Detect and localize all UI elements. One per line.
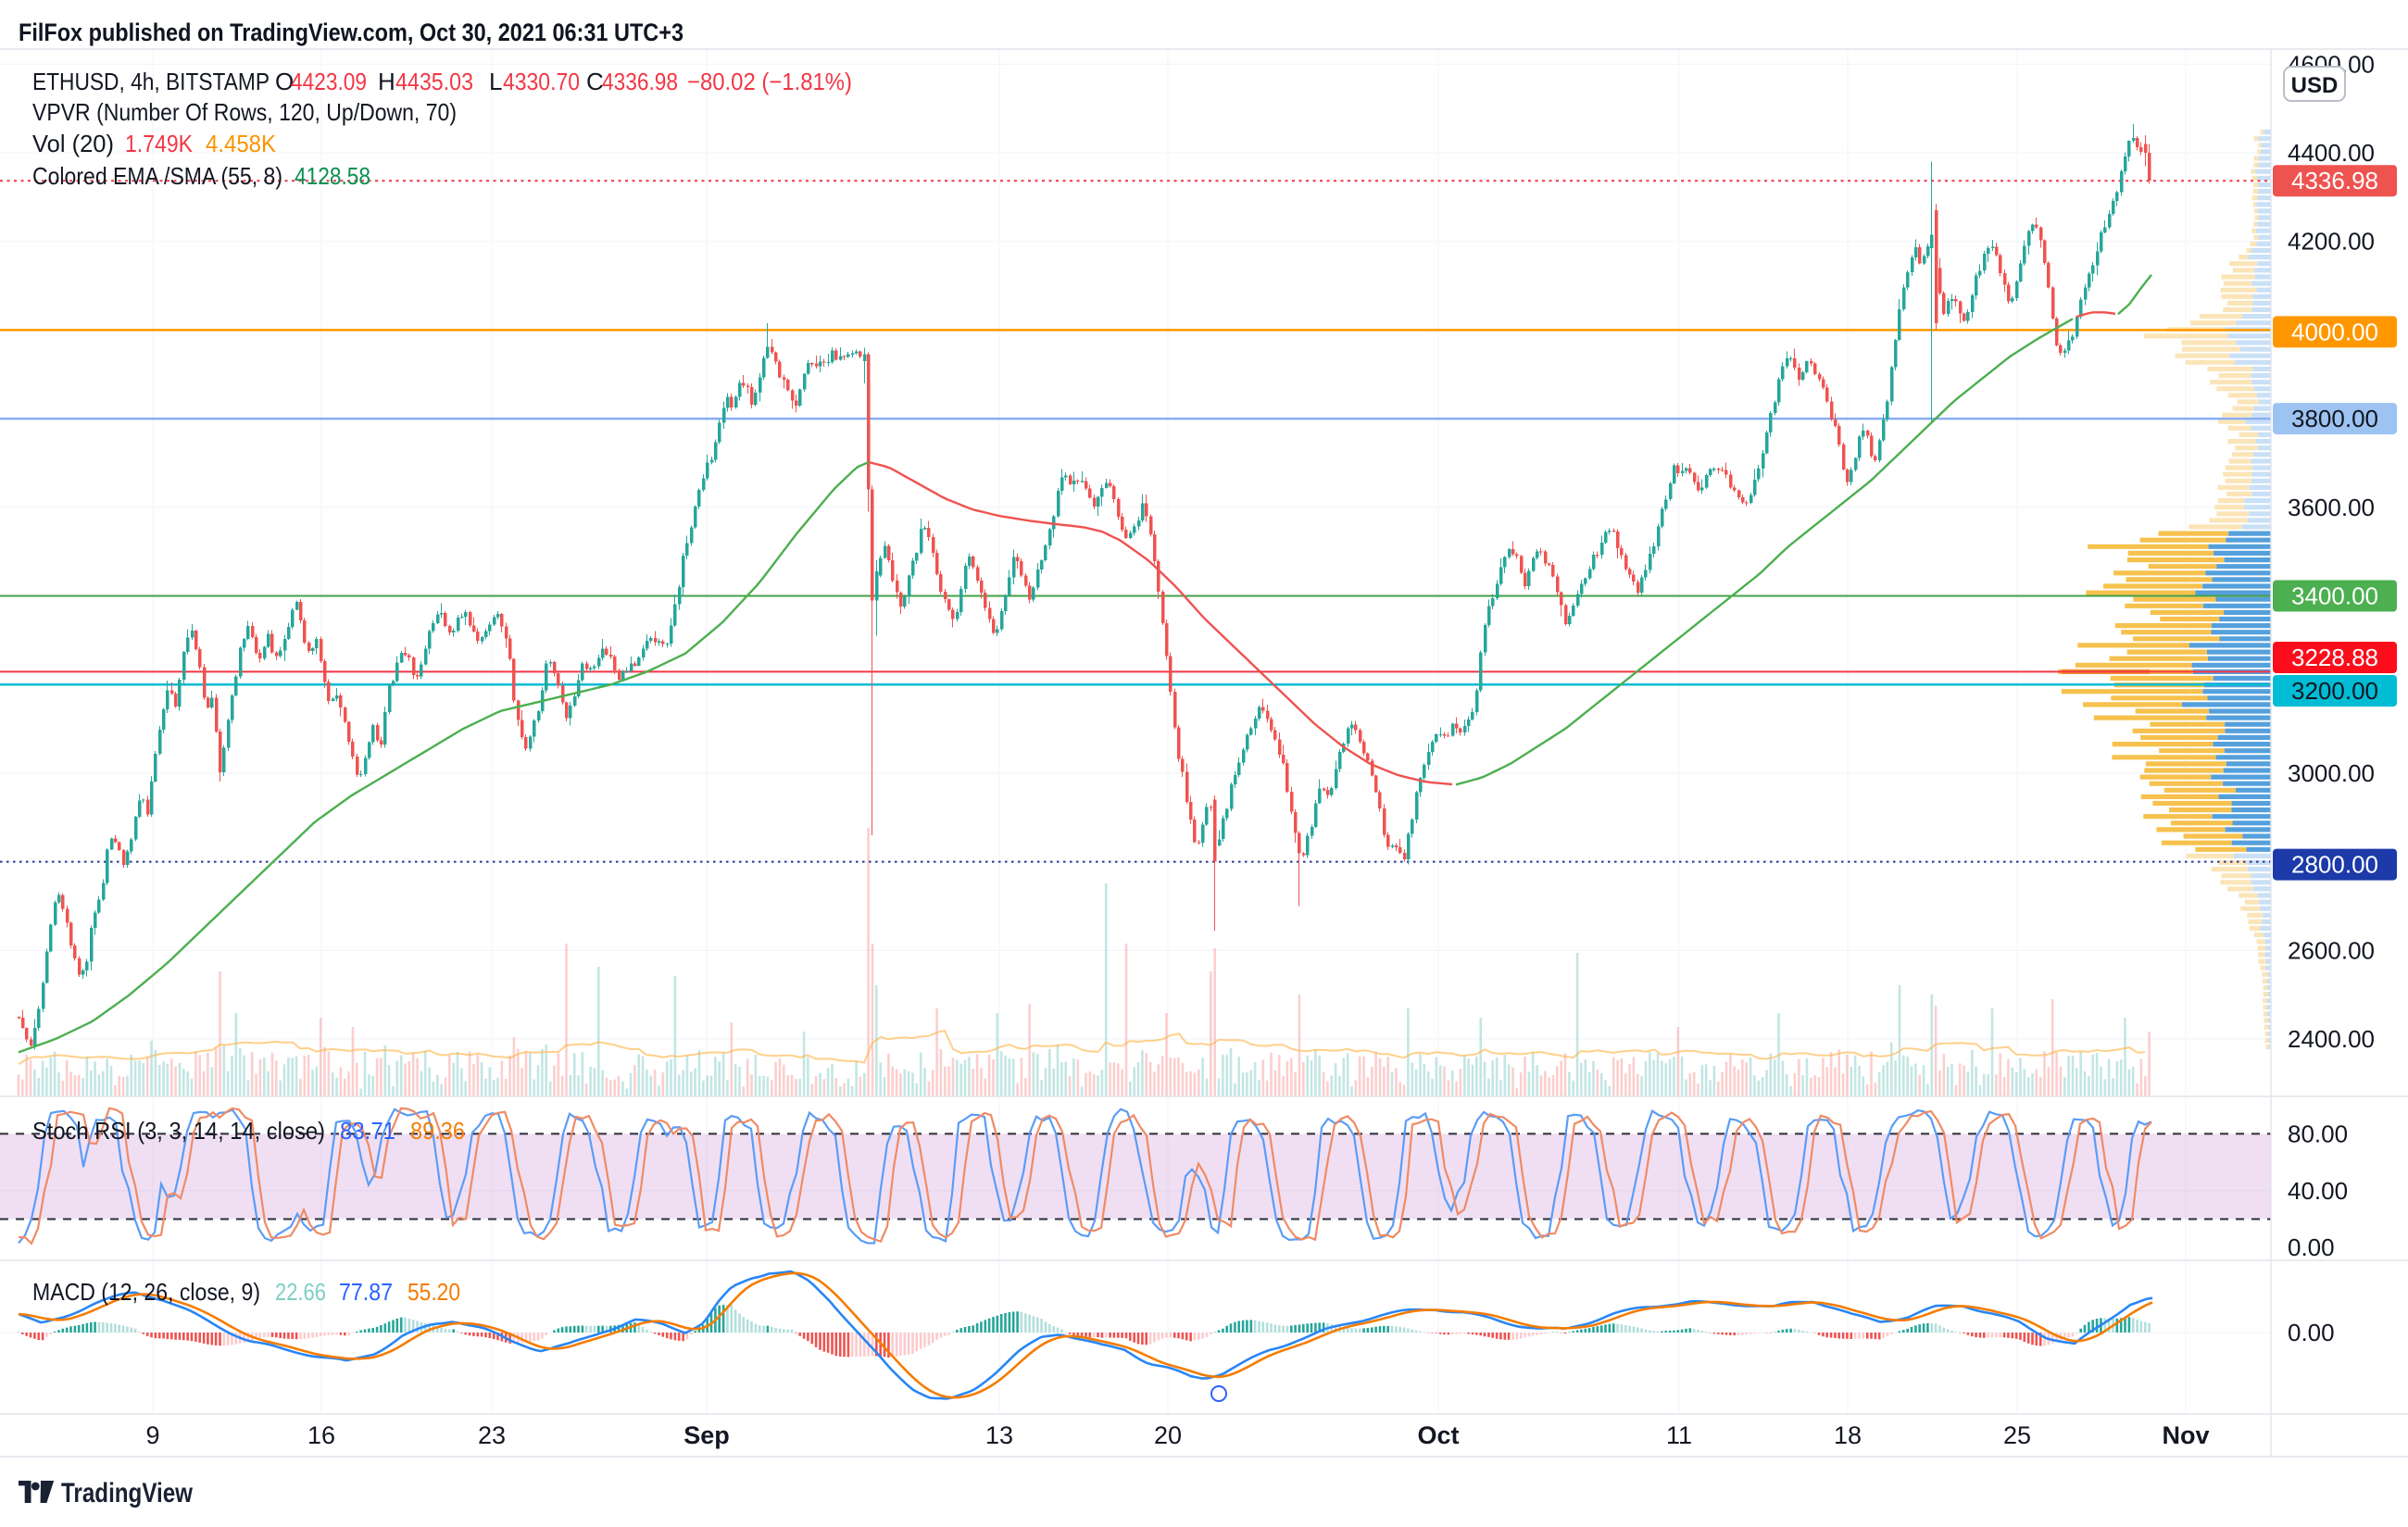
svg-text:77.87: 77.87 xyxy=(339,1278,393,1306)
svg-text:4423.09: 4423.09 xyxy=(291,68,367,95)
svg-text:TradingView: TradingView xyxy=(61,1478,194,1508)
svg-text:25: 25 xyxy=(2003,1421,2031,1449)
svg-text:23: 23 xyxy=(478,1421,506,1449)
svg-text:20: 20 xyxy=(1154,1421,1182,1449)
svg-text:C: C xyxy=(586,68,604,95)
svg-text:4336.98: 4336.98 xyxy=(2291,167,2378,194)
svg-text:2800.00: 2800.00 xyxy=(2291,851,2378,879)
svg-text:−80.02 (−1.81%): −80.02 (−1.81%) xyxy=(687,68,852,95)
svg-text:55.20: 55.20 xyxy=(408,1278,460,1306)
svg-text:4000.00: 4000.00 xyxy=(2291,318,2378,345)
svg-text:VPVR (Number Of Rows, 120, Up/: VPVR (Number Of Rows, 120, Up/Down, 70) xyxy=(32,98,457,126)
svg-text:USD: USD xyxy=(2291,73,2339,98)
svg-text:FilFox published on TradingVie: FilFox published on TradingView.com, Oct… xyxy=(19,19,684,46)
svg-text:22.66: 22.66 xyxy=(275,1278,326,1306)
svg-text:3400.00: 3400.00 xyxy=(2291,582,2378,610)
svg-text:4435.03: 4435.03 xyxy=(395,68,473,95)
svg-text:0.00: 0.00 xyxy=(2288,1233,2335,1261)
svg-text:3200.00: 3200.00 xyxy=(2291,677,2378,705)
svg-text:Stoch RSI (3, 3, 14, 14, close: Stoch RSI (3, 3, 14, 14, close) xyxy=(32,1117,325,1145)
svg-text:L: L xyxy=(489,68,502,95)
svg-text:MACD (12, 26, close, 9): MACD (12, 26, close, 9) xyxy=(32,1278,260,1306)
svg-text:3600.00: 3600.00 xyxy=(2288,494,2375,521)
svg-text:4336.98: 4336.98 xyxy=(602,68,678,95)
svg-text:4330.70: 4330.70 xyxy=(503,68,580,95)
svg-text:11: 11 xyxy=(1666,1421,1692,1449)
svg-text:4128.58: 4128.58 xyxy=(295,162,370,190)
svg-text:3000.00: 3000.00 xyxy=(2288,759,2375,787)
svg-text:Oct: Oct xyxy=(1417,1421,1459,1449)
svg-text:2600.00: 2600.00 xyxy=(2288,936,2375,964)
svg-text:3800.00: 3800.00 xyxy=(2291,405,2378,432)
svg-text:3228.88: 3228.88 xyxy=(2291,644,2378,671)
svg-text:18: 18 xyxy=(1834,1421,1862,1449)
svg-text:O: O xyxy=(275,68,294,95)
svg-text:2400.00: 2400.00 xyxy=(2288,1025,2375,1053)
svg-text:4200.00: 4200.00 xyxy=(2288,228,2375,256)
svg-text:13: 13 xyxy=(985,1421,1013,1449)
svg-text:16: 16 xyxy=(307,1421,335,1449)
svg-text:9: 9 xyxy=(145,1421,159,1449)
svg-text:1.749K: 1.749K xyxy=(125,130,194,157)
svg-text:0.00: 0.00 xyxy=(2288,1319,2335,1346)
svg-text:Nov: Nov xyxy=(2162,1421,2209,1449)
svg-text:Vol (20): Vol (20) xyxy=(32,130,114,157)
svg-text:83.71: 83.71 xyxy=(340,1117,395,1145)
svg-text:ETHUSD, 4h, BITSTAMP: ETHUSD, 4h, BITSTAMP xyxy=(32,68,270,95)
svg-text:40.00: 40.00 xyxy=(2288,1177,2348,1205)
svg-text:80.00: 80.00 xyxy=(2288,1120,2348,1147)
svg-text:H: H xyxy=(378,68,395,95)
svg-text:Sep: Sep xyxy=(684,1421,730,1449)
svg-text:4400.00: 4400.00 xyxy=(2288,139,2375,167)
svg-text:89.36: 89.36 xyxy=(410,1117,465,1145)
svg-text:Colored EMA /SMA (55, 8): Colored EMA /SMA (55, 8) xyxy=(32,162,282,190)
svg-text:4.458K: 4.458K xyxy=(206,130,277,157)
